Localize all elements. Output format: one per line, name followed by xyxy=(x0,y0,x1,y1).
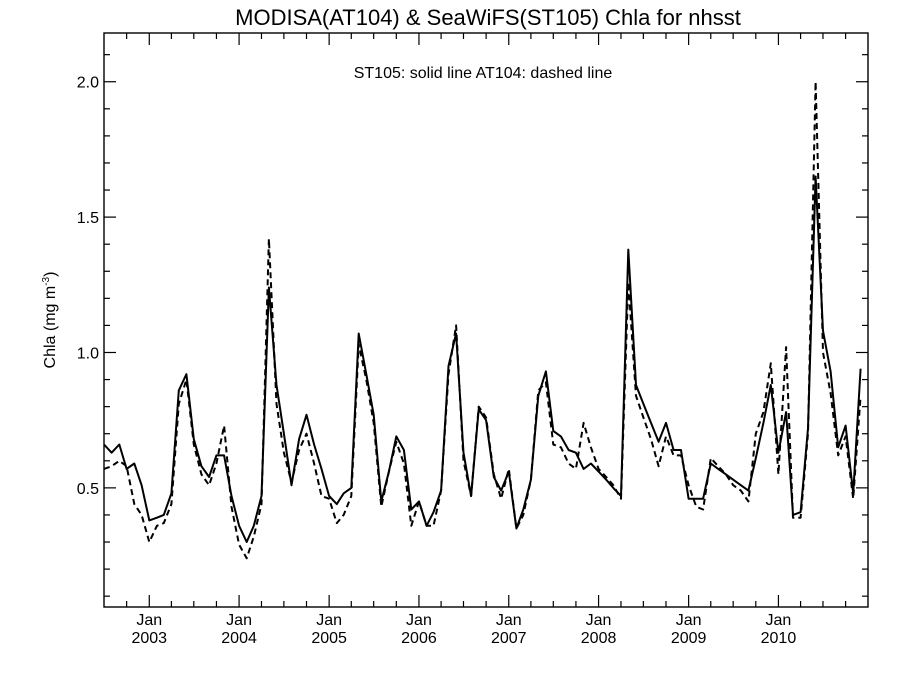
x-tick-month-label: Jan xyxy=(676,612,702,629)
x-tick-year-label: 2008 xyxy=(581,630,617,647)
plot-frame xyxy=(103,32,869,608)
y-tick-label: 0.5 xyxy=(77,481,99,498)
x-tick-month-label: Jan xyxy=(406,612,432,629)
y-tick-label: 1.0 xyxy=(77,345,99,362)
axis-ticks xyxy=(104,33,868,607)
axis-tick-labels: 0.51.01.52.0Jan2003Jan2004Jan2005Jan2006… xyxy=(77,75,797,647)
x-tick-month-label: Jan xyxy=(226,612,252,629)
y-axis-label-close: ) xyxy=(42,272,59,277)
x-tick-month-label: Jan xyxy=(316,612,342,629)
x-tick-year-label: 2006 xyxy=(401,630,437,647)
x-tick-month-label: Jan xyxy=(496,612,522,629)
x-tick-year-label: 2009 xyxy=(671,630,707,647)
x-tick-year-label: 2010 xyxy=(761,630,797,647)
y-axis-label-superscript: -3 xyxy=(41,276,52,285)
series-line-st105 xyxy=(103,175,862,543)
x-tick-year-label: 2004 xyxy=(221,630,257,647)
y-tick-label: 2.0 xyxy=(77,75,99,92)
y-axis-label: Chla (mg m-3) xyxy=(41,272,59,369)
x-tick-year-label: 2003 xyxy=(131,630,167,647)
x-tick-month-label: Jan xyxy=(766,612,792,629)
y-tick-label: 1.5 xyxy=(77,210,99,227)
series-lines xyxy=(103,80,862,560)
x-tick-year-label: 2007 xyxy=(491,630,527,647)
x-tick-year-label: 2005 xyxy=(311,630,347,647)
x-tick-month-label: Jan xyxy=(136,612,162,629)
y-axis-label-main: Chla (mg m xyxy=(42,286,59,369)
x-tick-month-label: Jan xyxy=(586,612,612,629)
legend-annotation: ST105: solid line AT104: dashed line xyxy=(354,65,613,82)
series-line-at104 xyxy=(103,80,862,560)
chart-title: MODISA(AT104) & SeaWiFS(ST105) Chla for … xyxy=(235,5,741,30)
